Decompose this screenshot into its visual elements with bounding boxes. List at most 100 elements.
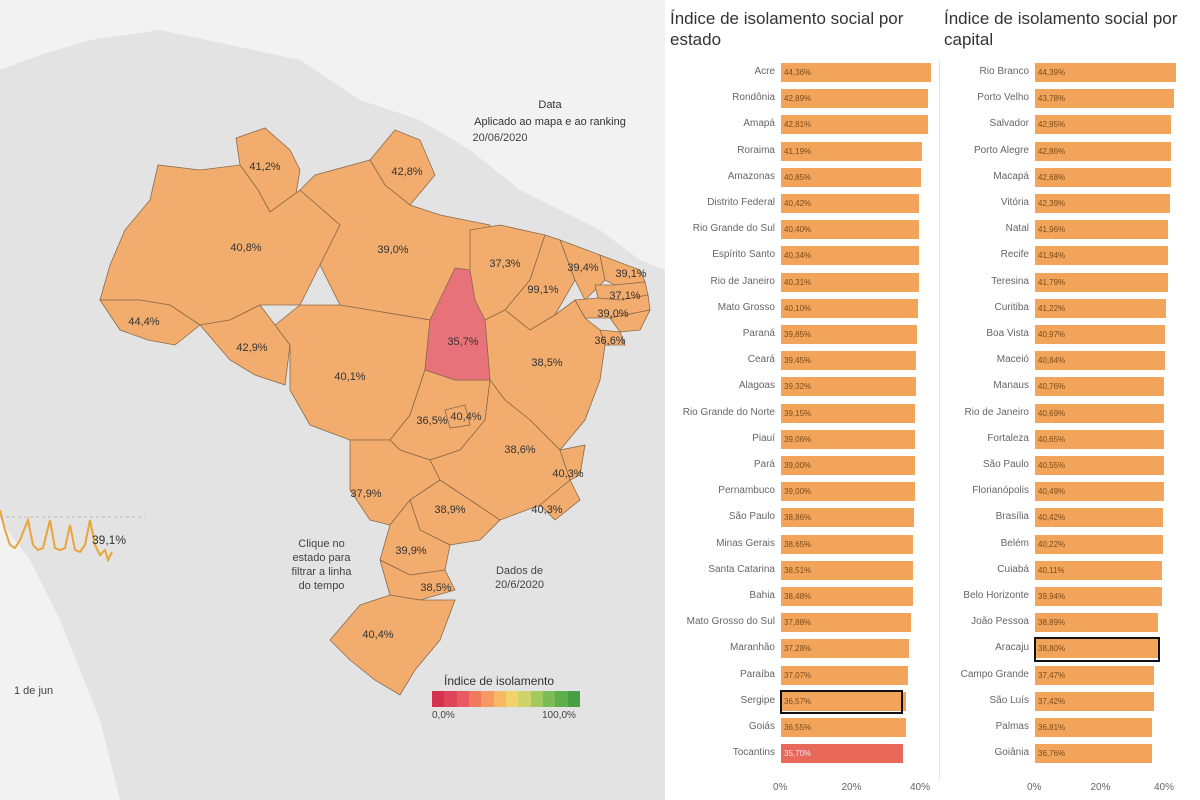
bar[interactable]	[1035, 220, 1169, 240]
data-date-note: Dados de 20/6/2020	[495, 565, 544, 591]
state-alagoas[interactable]	[609, 309, 651, 333]
bar-category-label: Brasília	[995, 511, 1029, 523]
bar[interactable]	[1035, 587, 1162, 606]
bar[interactable]	[781, 194, 920, 213]
state-label: 41,2%	[249, 161, 281, 173]
bar[interactable]	[1035, 298, 1166, 318]
bar[interactable]	[781, 456, 915, 475]
bar[interactable]	[1035, 665, 1154, 685]
bar[interactable]	[781, 63, 931, 82]
bar[interactable]	[1035, 508, 1164, 528]
state-pernambuco[interactable]	[574, 294, 651, 319]
bar[interactable]	[781, 167, 921, 187]
bar[interactable]	[1035, 325, 1166, 344]
bar[interactable]	[781, 613, 911, 633]
bar[interactable]	[1035, 403, 1165, 423]
bar-value-label: 39,45%	[784, 356, 812, 366]
state-label: 37,9%	[350, 488, 382, 500]
bar-category-label: Rio Grande do Norte	[682, 406, 775, 418]
bar[interactable]	[1035, 613, 1159, 633]
bar[interactable]	[781, 89, 928, 109]
bar-value-label: 42,68%	[1038, 172, 1066, 182]
bar-category-label: Belo Horizonte	[963, 590, 1029, 601]
bar[interactable]	[781, 351, 917, 371]
bar-category-label: Aracaju	[995, 642, 1029, 654]
bar[interactable]	[781, 639, 909, 659]
bar[interactable]	[781, 482, 915, 502]
bar-value-label: 38,86%	[784, 513, 812, 523]
bar-category-label: Pará	[753, 459, 775, 470]
bar[interactable]	[1035, 272, 1168, 292]
bar[interactable]	[781, 534, 914, 554]
bar-value-label: 40,65%	[1038, 434, 1066, 444]
bar[interactable]	[781, 403, 916, 423]
bar-value-label: 42,86%	[1038, 146, 1066, 156]
bar-value-label: 39,32%	[784, 382, 812, 392]
state-tocantins[interactable]	[424, 267, 491, 381]
bar[interactable]	[1035, 560, 1163, 580]
state-ceara[interactable]	[559, 239, 606, 301]
bar-value-label: 44,36%	[784, 68, 812, 77]
state-rio-grande-do-sul[interactable]	[329, 594, 456, 696]
bar[interactable]	[1035, 167, 1171, 187]
bar[interactable]	[781, 560, 913, 580]
bar[interactable]	[781, 691, 907, 711]
bar[interactable]	[781, 115, 928, 135]
map-panel: Data Aplicado ao mapa e ao ranking 20/06…	[0, 0, 665, 800]
bar[interactable]	[781, 429, 915, 449]
state-label: 40,4%	[362, 629, 394, 641]
bar-category-label: Rio Grande do Sul	[692, 223, 775, 235]
bar-value-label: 37,88%	[784, 618, 812, 628]
legend-color-swatch	[530, 691, 543, 707]
bar-value-label: 37,28%	[784, 644, 812, 654]
bar[interactable]	[781, 298, 919, 318]
bar[interactable]	[781, 744, 904, 764]
bar[interactable]	[1035, 429, 1165, 449]
bar[interactable]	[781, 246, 920, 266]
bar[interactable]	[781, 508, 915, 528]
bar[interactable]	[1035, 377, 1165, 397]
bar[interactable]	[781, 272, 920, 292]
bar[interactable]	[781, 220, 920, 240]
bar[interactable]	[1035, 141, 1172, 161]
timeline-line[interactable]	[0, 509, 113, 563]
date-filter-value[interactable]: 20/06/2020	[472, 132, 528, 144]
bar[interactable]	[1035, 534, 1163, 554]
bar-category-label: Maceió	[996, 354, 1029, 366]
bar-value-label: 40,42%	[784, 199, 812, 208]
bar[interactable]	[1035, 194, 1170, 213]
bar-category-label: Rio Branco	[979, 66, 1029, 77]
bar-category-label: Recife	[1000, 249, 1029, 261]
bar[interactable]	[781, 141, 923, 161]
bar-category-label: Amazonas	[727, 170, 775, 182]
bar[interactable]	[1035, 246, 1169, 266]
bar[interactable]	[1035, 482, 1164, 502]
bar[interactable]	[1035, 718, 1152, 737]
legend-color-swatch	[456, 691, 469, 707]
bar[interactable]	[781, 325, 918, 344]
bar[interactable]	[1035, 744, 1152, 764]
bar[interactable]	[1035, 351, 1165, 371]
bar-value-label: 39,00%	[784, 461, 812, 470]
bar[interactable]	[781, 587, 913, 606]
bar-value-label: 41,94%	[1038, 251, 1066, 261]
bar[interactable]	[1035, 89, 1174, 109]
bar-category-label: Rio de Janeiro	[710, 275, 775, 287]
bar[interactable]	[781, 718, 907, 737]
bar[interactable]	[1035, 63, 1176, 82]
state-rio-de-janeiro[interactable]	[539, 479, 581, 521]
state-label: 39,1%	[615, 268, 647, 280]
bar-value-label: 35,70%	[784, 749, 812, 759]
bar[interactable]	[1035, 115, 1172, 135]
state-distrito-federal[interactable]	[444, 404, 471, 429]
legend-color-swatch	[444, 691, 457, 707]
bar-category-label: Fortaleza	[987, 432, 1029, 444]
state-espirito-santo[interactable]	[559, 444, 586, 481]
bar[interactable]	[1035, 456, 1164, 475]
bar[interactable]	[781, 665, 908, 685]
bar[interactable]	[781, 377, 916, 397]
bar-value-label: 40,11%	[1038, 565, 1065, 575]
state-acre[interactable]	[99, 299, 201, 346]
bar[interactable]	[1035, 691, 1154, 711]
bar[interactable]	[1035, 639, 1159, 659]
